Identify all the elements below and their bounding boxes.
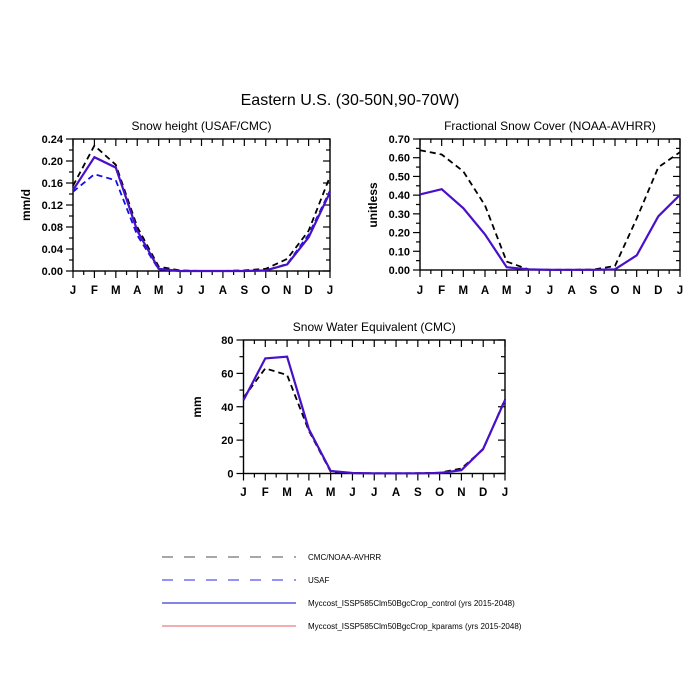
svg-text:0.00: 0.00 [389,265,410,277]
legend-row-kparams: Myccost_ISSP585Clm50BgcCrop_kparams (yrs… [162,620,521,632]
svg-text:J: J [177,285,183,297]
svg-text:40: 40 [221,402,233,414]
svg-text:J: J [198,285,204,297]
svg-text:M: M [111,285,121,297]
svg-text:J: J [502,487,508,499]
svg-text:0.70: 0.70 [389,134,410,146]
svg-text:M: M [326,487,336,499]
svg-text:0.20: 0.20 [42,156,63,168]
svg-text:F: F [91,285,98,297]
svg-text:0.24: 0.24 [42,134,64,146]
svg-text:N: N [283,285,291,297]
svg-text:A: A [219,285,227,297]
svg-text:S: S [414,487,422,499]
svg-text:0.10: 0.10 [389,246,410,258]
legend-label: Myccost_ISSP585Clm50BgcCrop_kparams (yrs… [308,621,522,631]
svg-text:J: J [677,285,683,297]
legend-label: Myccost_ISSP585Clm50BgcCrop_control (yrs… [308,598,515,608]
solid-line-sample-icon [162,625,296,627]
svg-text:0: 0 [227,469,233,481]
svg-text:A: A [481,285,489,297]
svg-text:N: N [633,285,641,297]
svg-text:0.50: 0.50 [389,171,410,183]
svg-text:D: D [654,285,662,297]
svg-text:60: 60 [221,368,233,380]
svg-text:J: J [525,285,531,297]
dashed-line-sample-icon [162,556,296,558]
svg-text:0.60: 0.60 [389,153,410,165]
svg-text:M: M [282,487,292,499]
svg-text:S: S [240,285,248,297]
svg-text:O: O [435,487,444,499]
svg-text:F: F [438,285,445,297]
legend-label: USAF [308,575,330,585]
svg-text:M: M [154,285,164,297]
fractional-snow-cover-y-axis-label: unitless [366,181,380,228]
svg-text:0.40: 0.40 [389,190,410,202]
legend-row-cmc-noaa-avhrr: CMC/NOAA-AVHRR [162,551,381,563]
svg-text:0.00: 0.00 [42,266,63,278]
svg-text:0.08: 0.08 [42,222,63,234]
svg-text:0.20: 0.20 [389,228,410,240]
solid-line-sample-icon [162,602,296,604]
svg-text:J: J [547,285,553,297]
dashed-line-sample-icon [162,579,296,581]
snow-height-y-axis-label: mm/d [19,188,33,222]
svg-text:J: J [70,285,76,297]
snow-height-chart-title: Snow height (USAF/CMC) [131,119,272,133]
svg-text:J: J [417,285,423,297]
snow-water-equivalent-y-axis-label: mm [189,396,204,418]
svg-text:A: A [568,285,576,297]
snow-water-equivalent-chart-title: Snow Water Equivalent (CMC) [292,320,456,334]
svg-text:0.30: 0.30 [389,209,410,221]
svg-text:20: 20 [221,435,233,447]
svg-text:N: N [457,487,465,499]
svg-text:A: A [392,487,400,499]
svg-text:0.12: 0.12 [42,200,63,212]
svg-text:F: F [262,487,269,499]
svg-text:D: D [304,285,312,297]
svg-text:S: S [589,285,597,297]
legend-label: CMC/NOAA-AVHRR [308,552,382,562]
legend-row-control: Myccost_ISSP585Clm50BgcCrop_control (yrs… [162,597,515,609]
svg-text:J: J [371,487,377,499]
fractional-snow-cover-chart-title: Fractional Snow Cover (NOAA-AVHRR) [444,119,656,133]
svg-text:J: J [349,487,355,499]
svg-text:0.16: 0.16 [42,178,63,190]
svg-text:A: A [305,487,313,499]
legend-row-usaf: USAF [162,574,329,586]
svg-text:A: A [133,285,141,297]
svg-text:M: M [459,285,469,297]
svg-text:D: D [479,487,487,499]
svg-text:80: 80 [221,335,233,347]
page-title: Eastern U.S. (30-50N,90-70W) [240,92,460,109]
svg-text:J: J [327,285,333,297]
svg-text:O: O [611,285,620,297]
svg-text:0.04: 0.04 [42,244,64,256]
svg-text:O: O [261,285,270,297]
svg-text:J: J [240,487,246,499]
svg-text:M: M [502,285,512,297]
